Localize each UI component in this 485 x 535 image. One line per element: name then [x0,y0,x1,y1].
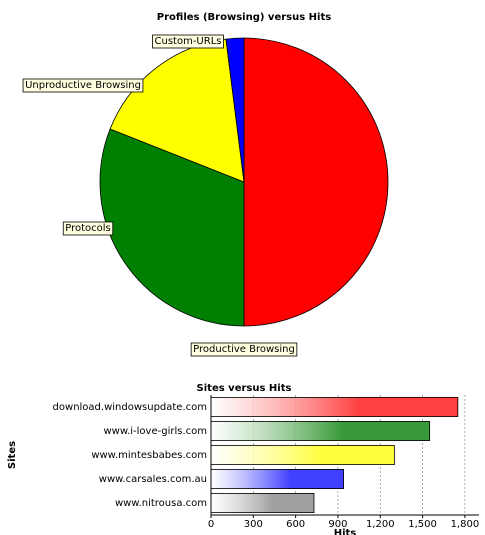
y-tick-label: download.windowsupdate.com [53,402,207,413]
y-tick-label: www.carsales.com.au [99,474,207,485]
pie-title: Profiles (Browsing) versus Hits [157,12,331,23]
pie-slice [99,128,245,327]
pie-slice [225,37,245,183]
x-tick-label: 600 [286,519,305,530]
slice-label: Protocols [65,223,111,234]
bar [210,444,395,465]
y-tick-label: www.i-love-girls.com [103,426,207,437]
y-tick-label: www.mintesbabes.com [91,450,207,461]
label-box [152,34,224,49]
label-box [190,342,298,357]
slice-label: Productive Browsing [193,344,295,355]
y-tick-label: www.nitrousa.com [115,498,207,509]
x-axis-label: Hits [334,528,357,535]
bar [210,468,344,489]
x-tick-label: 900 [328,519,347,530]
label-box [22,78,144,93]
bar [210,396,459,417]
slice-label: Custom-URLs [155,36,222,47]
x-tick-label: 300 [244,519,263,530]
x-tick-label: 1,500 [408,519,437,530]
label-box [62,221,114,236]
x-tick-label: 0 [208,519,214,530]
slice-label: Unproductive Browsing [25,80,141,91]
x-tick-label: 1,200 [366,519,395,530]
y-axis-label: Sites [7,441,18,469]
pie-slice [243,37,389,327]
bar-title: Sites versus Hits [197,383,292,394]
bar [210,420,431,441]
bar [210,492,315,513]
x-tick-label: 1,800 [451,519,480,530]
